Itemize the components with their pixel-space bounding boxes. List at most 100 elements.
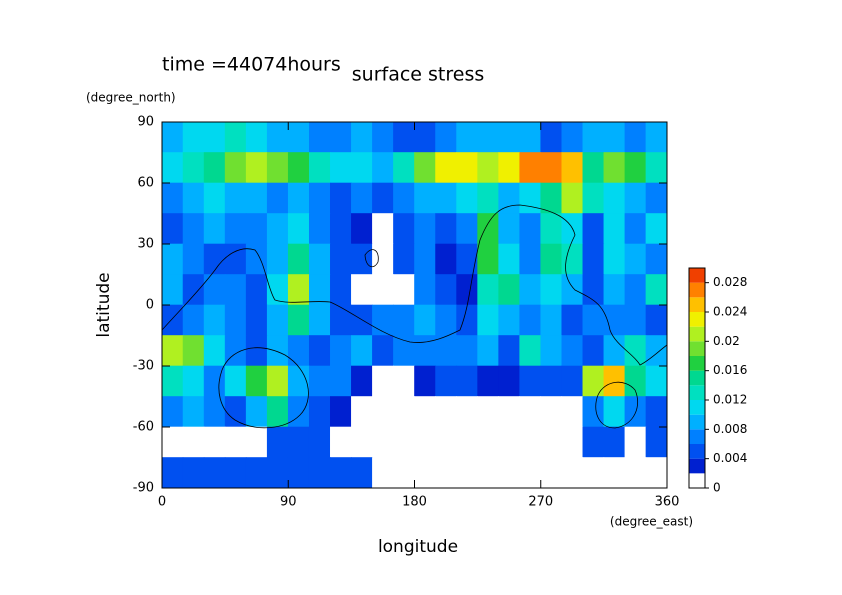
cell [477, 243, 499, 275]
cell [393, 152, 415, 184]
cell [540, 274, 563, 306]
cell [351, 152, 373, 184]
cell [456, 243, 478, 275]
cell [161, 304, 184, 336]
cell [182, 304, 205, 336]
y-units: (degree_north) [86, 91, 176, 105]
cell [266, 152, 289, 184]
cell [456, 182, 478, 214]
x-tick-label: 0 [158, 495, 166, 510]
cell [287, 213, 310, 245]
cell [624, 426, 647, 458]
cell [435, 274, 457, 306]
cell [393, 457, 415, 489]
colorbar-tick-label: 0.008 [713, 422, 747, 436]
cell [351, 335, 373, 367]
x-tick-label: 180 [402, 495, 427, 510]
y-tick-label: 60 [137, 176, 154, 191]
cell [266, 365, 289, 397]
cell [308, 213, 331, 245]
cell [182, 335, 205, 367]
cell [182, 396, 205, 428]
cell [561, 426, 584, 458]
cell [519, 365, 542, 397]
cell [351, 457, 373, 489]
cell [372, 457, 394, 489]
cell [498, 304, 521, 336]
cell [624, 335, 647, 367]
cell [477, 335, 499, 367]
subtitle: time =44074hours [162, 54, 341, 76]
colorbar-band [689, 473, 705, 488]
cell [645, 304, 668, 336]
cell [498, 274, 521, 306]
cell [414, 335, 436, 367]
cell [645, 396, 668, 428]
cell [372, 426, 394, 458]
colorbar-band [689, 400, 705, 415]
cell [245, 426, 268, 458]
cell [182, 121, 205, 153]
cell [582, 243, 605, 275]
cell [224, 457, 247, 489]
colorbar-band [689, 297, 705, 312]
cell [477, 396, 499, 428]
cell [308, 121, 331, 153]
colorbar-band [689, 385, 705, 400]
cell [414, 426, 436, 458]
cell [477, 213, 499, 245]
cell [435, 304, 457, 336]
colorbar-tick-label: 0.02 [713, 334, 740, 348]
y-tick-label: -60 [133, 420, 154, 435]
cell [393, 213, 415, 245]
cell [456, 426, 478, 458]
cell [351, 426, 373, 458]
cell [224, 274, 247, 306]
cell [603, 365, 626, 397]
cell [582, 213, 605, 245]
cell [561, 182, 584, 214]
cell [414, 182, 436, 214]
cell [161, 152, 184, 184]
cell [477, 457, 499, 489]
cell [582, 304, 605, 336]
cell [287, 304, 310, 336]
cell [330, 274, 352, 306]
cell [182, 182, 205, 214]
cell [266, 335, 289, 367]
cell [645, 182, 668, 214]
colorbar-band [689, 444, 705, 459]
coastline [595, 381, 639, 429]
cell [561, 121, 584, 153]
cell [414, 304, 436, 336]
cell [161, 182, 184, 214]
cell [266, 457, 289, 489]
cell [161, 396, 184, 428]
cell [645, 213, 668, 245]
cell [224, 304, 247, 336]
colorbar-band [689, 326, 705, 342]
y-tick-label: 30 [137, 237, 154, 252]
cell [603, 457, 626, 489]
cell [456, 365, 478, 397]
cell [372, 243, 394, 275]
cell [372, 152, 394, 184]
cell [224, 243, 247, 275]
x-tick-label: 360 [655, 495, 680, 510]
cell [224, 335, 247, 367]
cell [603, 335, 626, 367]
cell [456, 121, 478, 153]
cell [203, 304, 226, 336]
cell [582, 182, 605, 214]
axes: 0 90 180 270 360 -90 -60 -30 0 30 60 90 0 0.004 0.008 0… [133, 115, 748, 510]
cell [624, 457, 647, 489]
cell [435, 213, 457, 245]
cell [245, 121, 268, 153]
cell [498, 121, 521, 153]
cell [498, 335, 521, 367]
cell [498, 365, 521, 397]
cell [645, 457, 668, 489]
chart-title: surface stress [352, 64, 485, 86]
cell [414, 152, 436, 184]
cell [287, 335, 310, 367]
